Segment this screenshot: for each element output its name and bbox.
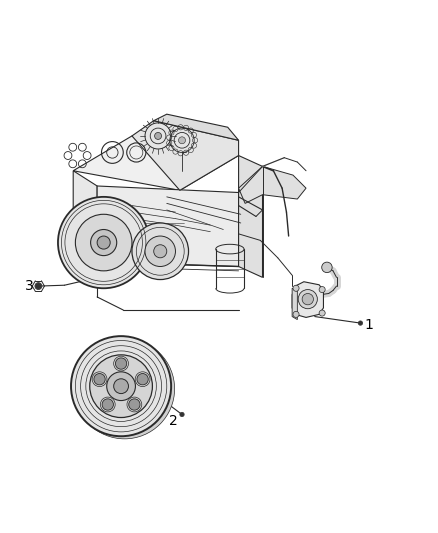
Text: 1: 1 — [365, 318, 374, 332]
Circle shape — [102, 399, 113, 410]
Text: 3: 3 — [25, 279, 34, 293]
Circle shape — [107, 372, 135, 400]
Polygon shape — [132, 120, 239, 190]
Polygon shape — [292, 282, 323, 318]
Circle shape — [94, 374, 105, 385]
Polygon shape — [292, 288, 297, 320]
Circle shape — [129, 399, 140, 410]
Circle shape — [319, 287, 325, 293]
Circle shape — [91, 230, 117, 256]
Circle shape — [71, 336, 171, 436]
Polygon shape — [239, 156, 262, 277]
Circle shape — [35, 283, 42, 289]
Circle shape — [114, 379, 128, 393]
Circle shape — [137, 374, 148, 385]
Circle shape — [35, 282, 42, 289]
Polygon shape — [154, 114, 239, 140]
Circle shape — [155, 133, 162, 140]
Circle shape — [298, 289, 318, 309]
Circle shape — [58, 197, 149, 288]
Circle shape — [132, 223, 188, 279]
Circle shape — [319, 310, 325, 316]
Circle shape — [154, 245, 167, 258]
Circle shape — [293, 311, 299, 318]
Polygon shape — [73, 136, 239, 190]
Circle shape — [179, 137, 185, 144]
Circle shape — [322, 262, 332, 272]
Text: 2: 2 — [169, 414, 178, 428]
Circle shape — [180, 413, 184, 417]
Circle shape — [358, 321, 363, 325]
Circle shape — [75, 214, 132, 271]
Circle shape — [293, 285, 299, 292]
Polygon shape — [97, 186, 239, 266]
Polygon shape — [239, 166, 306, 204]
Circle shape — [145, 236, 176, 266]
Circle shape — [97, 236, 110, 249]
Circle shape — [116, 358, 127, 369]
Circle shape — [302, 294, 314, 305]
Circle shape — [90, 355, 152, 417]
Circle shape — [74, 339, 175, 439]
Polygon shape — [73, 171, 97, 262]
